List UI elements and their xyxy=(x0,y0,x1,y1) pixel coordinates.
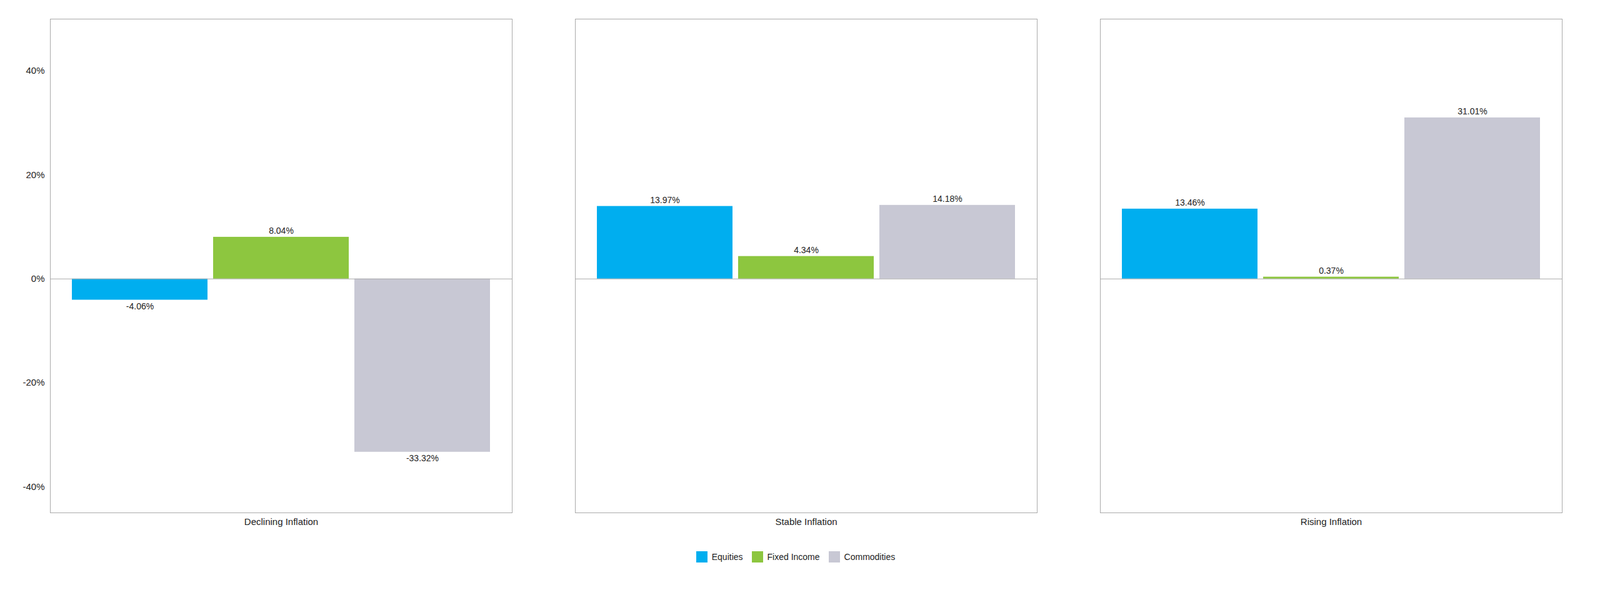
svg-text:-40%: -40% xyxy=(22,481,45,492)
svg-text:8.04%: 8.04% xyxy=(268,225,294,236)
svg-text:0.37%: 0.37% xyxy=(1318,265,1344,276)
svg-text:13.97%: 13.97% xyxy=(650,195,680,205)
svg-text:-20%: -20% xyxy=(22,376,45,388)
svg-text:-4.06%: -4.06% xyxy=(126,301,154,312)
html-text:Fixed Income: Fixed Income xyxy=(767,551,820,562)
svg-text:Stable Inflation: Stable Inflation xyxy=(775,516,837,527)
html-text:Equities: Equities xyxy=(711,551,743,562)
svg-text:-33.32%: -33.32% xyxy=(406,453,439,464)
svg-text:20%: 20% xyxy=(25,169,45,180)
svg-text:40%: 40% xyxy=(25,65,45,76)
svg-text:4.34%: 4.34% xyxy=(793,245,819,255)
svg-text:Declining Inflation: Declining Inflation xyxy=(244,516,319,527)
svg-text:13.46%: 13.46% xyxy=(1175,197,1205,208)
svg-text:31.01%: 31.01% xyxy=(1457,106,1487,117)
svg-text:14.18%: 14.18% xyxy=(932,193,962,204)
svg-text:0%: 0% xyxy=(31,273,45,284)
svg-text:Rising Inflation: Rising Inflation xyxy=(1300,516,1362,527)
html-text:Commodities: Commodities xyxy=(844,551,896,562)
